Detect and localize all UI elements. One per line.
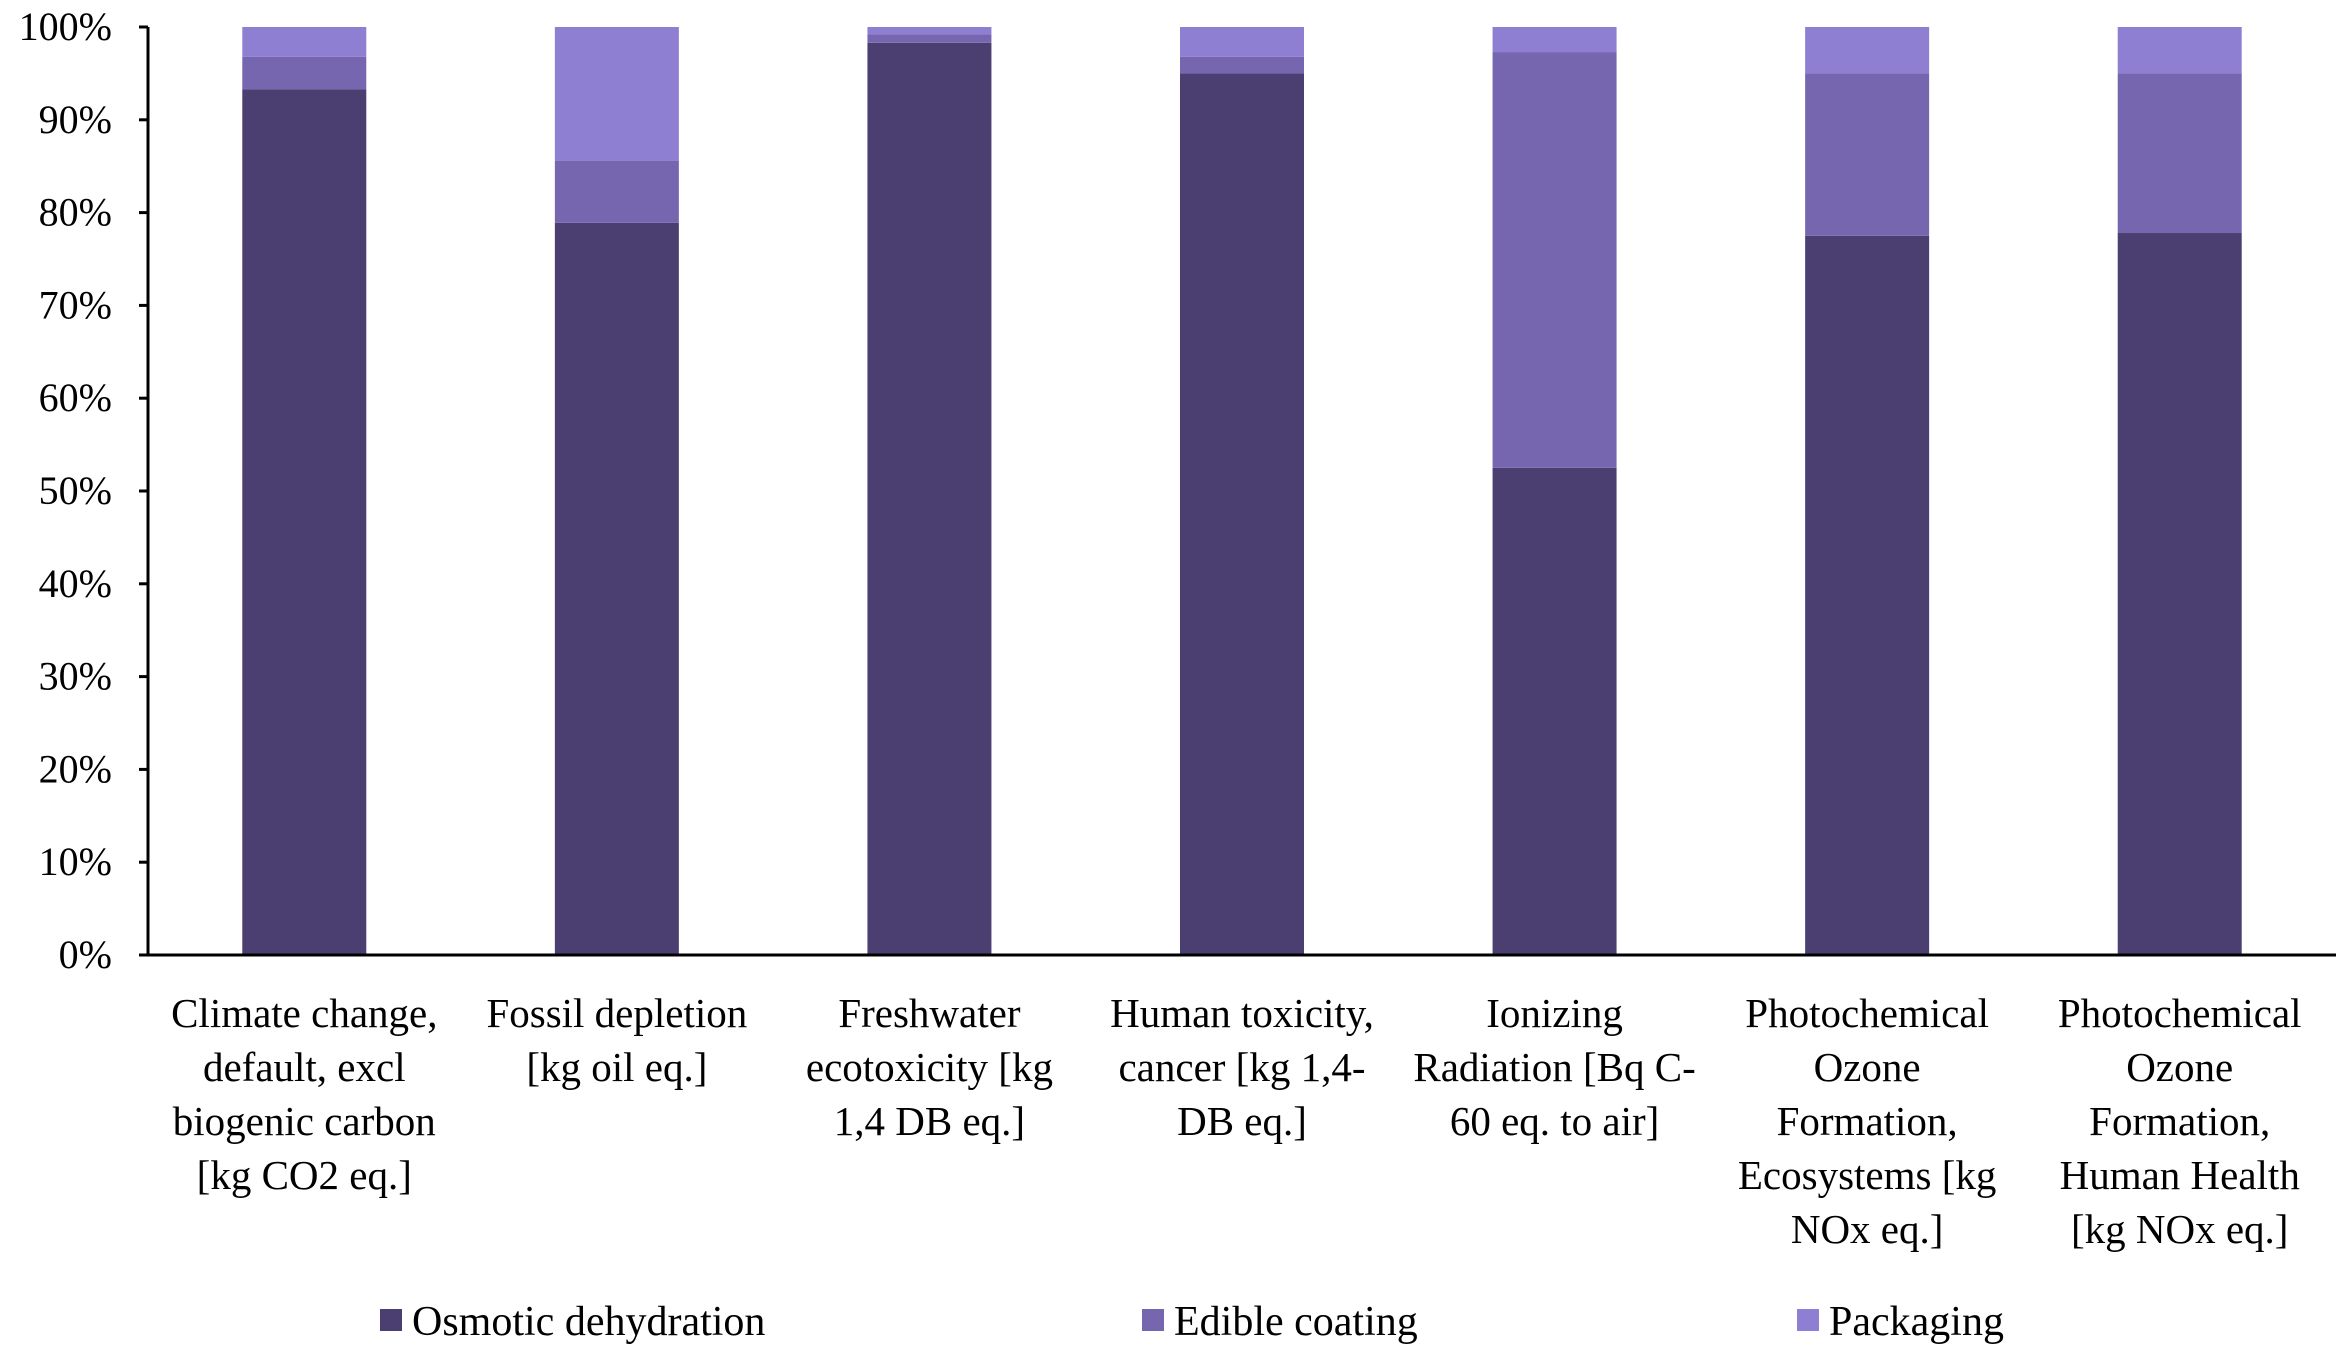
category-label: Fossil depletion [kg oil eq.] bbox=[486, 990, 747, 1090]
y-tick-label: 10% bbox=[39, 839, 112, 884]
y-tick-label: 40% bbox=[39, 561, 112, 606]
category-label: Climate change, default, excl biogenic car… bbox=[171, 990, 437, 1198]
axes-layer bbox=[139, 25, 2336, 957]
bar-packaging-2 bbox=[554, 27, 679, 161]
category-label-line: Formation, bbox=[1777, 1098, 1958, 1144]
x-axis-category-labels: Climate change, default, excl biogenic car… bbox=[171, 990, 2301, 1252]
category-label-line: [kg NOx eq.] bbox=[2071, 1206, 2288, 1252]
category-label-line: Ecosystems [kg bbox=[1738, 1152, 1997, 1198]
legend-swatch bbox=[1797, 1309, 1819, 1331]
category-label-line: Photochemical bbox=[1745, 990, 1989, 1036]
category-label: Photochemical Ozone Formation, Human Health… bbox=[2058, 990, 2302, 1252]
category-label-line: NOx eq.] bbox=[1791, 1206, 1944, 1252]
y-axis-tick-labels: 0% 10% 20% 30% 40% 50% 60% 70% 80% 90% 100% bbox=[19, 4, 112, 977]
category-label-line: Ozone bbox=[1814, 1044, 1921, 1090]
category-label: Freshwater ecotoxicity [kg 1,4 DB eq.] bbox=[806, 990, 1053, 1144]
category-label-line: Human toxicity, bbox=[1110, 990, 1374, 1036]
category-label-line: biogenic carbon bbox=[173, 1098, 436, 1144]
y-tick-label: 50% bbox=[39, 468, 112, 513]
y-tick-label: 100% bbox=[19, 4, 112, 49]
y-tick-label: 0% bbox=[59, 932, 112, 977]
category-label-line: [kg oil eq.] bbox=[526, 1044, 707, 1090]
bar-packaging-3 bbox=[867, 27, 992, 35]
bar-edible-coating-6 bbox=[1805, 73, 1930, 236]
y-tick-label: 20% bbox=[39, 746, 112, 791]
category-label-line: default, excl bbox=[203, 1044, 406, 1090]
category-label: Photochemical Ozone Formation, Ecosystems [… bbox=[1738, 990, 1997, 1252]
bar-edible-coating-7 bbox=[2117, 73, 2242, 234]
category-label-line: Climate change, bbox=[171, 990, 437, 1036]
category-label-line: ecotoxicity [kg bbox=[806, 1044, 1053, 1090]
y-tick-label: 80% bbox=[39, 190, 112, 235]
bar-osmotic-dehydration-2 bbox=[554, 222, 679, 955]
y-tick-label: 60% bbox=[39, 375, 112, 420]
bar-packaging-1 bbox=[242, 27, 367, 57]
category-label-line: Ozone bbox=[2126, 1044, 2233, 1090]
category-label-line: Radiation [Bq C- bbox=[1413, 1044, 1695, 1090]
bar-osmotic-dehydration-6 bbox=[1805, 235, 1930, 956]
bar-osmotic-dehydration-7 bbox=[2117, 233, 2242, 955]
legend-swatch bbox=[1142, 1309, 1164, 1331]
legend: Osmotic dehydration Edible coating Packagi… bbox=[380, 1299, 2004, 1345]
bar-osmotic-dehydration-5 bbox=[1492, 467, 1617, 955]
category-label-line: [kg CO2 eq.] bbox=[197, 1152, 412, 1198]
category-label: Ionizing Radiation [Bq C- 60 eq. to air] bbox=[1413, 990, 1695, 1144]
bar-osmotic-dehydration-3 bbox=[867, 42, 992, 955]
category-label-line: Ionizing bbox=[1486, 990, 1623, 1036]
legend-label: Edible coating bbox=[1174, 1299, 1418, 1345]
category-label-line: DB eq.] bbox=[1177, 1098, 1307, 1144]
bar-edible-coating-4 bbox=[1180, 56, 1304, 74]
category-label-line: Formation, bbox=[2089, 1098, 2270, 1144]
bar-osmotic-dehydration-4 bbox=[1180, 73, 1304, 955]
bar-edible-coating-1 bbox=[242, 56, 367, 90]
legend-label: Packaging bbox=[1829, 1299, 2004, 1345]
bar-packaging-7 bbox=[2117, 27, 2242, 74]
y-tick-label: 90% bbox=[39, 97, 112, 142]
category-label-line: Freshwater bbox=[838, 990, 1021, 1036]
y-tick-label: 30% bbox=[39, 654, 112, 699]
category-label: Human toxicity, cancer [kg 1,4- DB eq.] bbox=[1110, 990, 1374, 1144]
category-label-line: Photochemical bbox=[2058, 990, 2302, 1036]
bar-edible-coating-5 bbox=[1492, 52, 1617, 468]
legend-swatch bbox=[380, 1309, 402, 1331]
bar-packaging-5 bbox=[1492, 27, 1617, 53]
bars-layer bbox=[242, 27, 2242, 956]
category-label-line: Human Health bbox=[2060, 1152, 2300, 1198]
bar-packaging-6 bbox=[1805, 27, 1930, 74]
bar-edible-coating-3 bbox=[867, 34, 992, 43]
category-label-line: cancer [kg 1,4- bbox=[1118, 1044, 1365, 1090]
y-tick-label: 70% bbox=[39, 282, 112, 327]
category-label-line: 1,4 DB eq.] bbox=[834, 1098, 1025, 1144]
bar-edible-coating-2 bbox=[554, 160, 679, 223]
bar-osmotic-dehydration-1 bbox=[242, 89, 367, 956]
category-label-line: Fossil depletion bbox=[486, 990, 747, 1036]
category-label-line: 60 eq. to air] bbox=[1450, 1098, 1659, 1144]
bar-packaging-4 bbox=[1180, 27, 1304, 57]
legend-label: Osmotic dehydration bbox=[412, 1299, 765, 1345]
